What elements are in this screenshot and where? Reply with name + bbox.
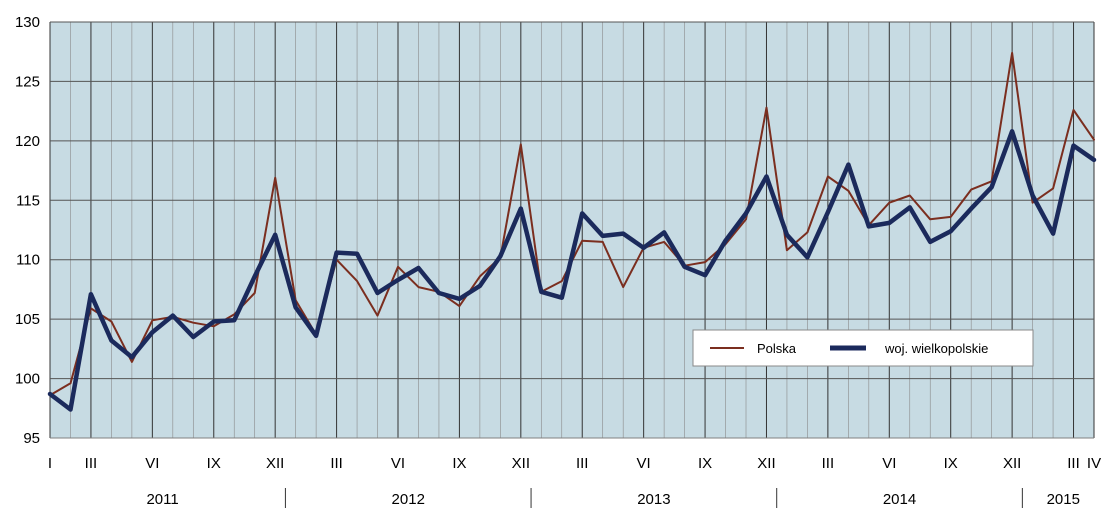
- legend: Polska woj. wielkopolskie: [692, 329, 1034, 367]
- series-lines: [47, 51, 1097, 412]
- y-tick-label: 120: [15, 133, 40, 150]
- grid-lines: [49, 21, 1095, 439]
- y-tick-label: 105: [15, 311, 40, 328]
- x-tick-label: IV: [1087, 455, 1101, 472]
- y-tick-label: 130: [15, 14, 40, 31]
- x-tick-label: XII: [266, 455, 284, 472]
- y-tick-label: 95: [23, 430, 40, 447]
- x-tick-label: XII: [512, 455, 530, 472]
- year-label: 2015: [1047, 491, 1080, 508]
- x-tick-label: III: [85, 455, 98, 472]
- legend-label-polska: Polska: [757, 341, 797, 356]
- x-tick-label: VI: [637, 455, 651, 472]
- x-tick-label: IX: [944, 455, 958, 472]
- x-tick-label: IX: [452, 455, 466, 472]
- x-tick-label: III: [1067, 455, 1080, 472]
- x-tick-label: VI: [391, 455, 405, 472]
- y-tick-label: 125: [15, 73, 40, 90]
- x-tick-label: VI: [882, 455, 896, 472]
- x-tick-label: IX: [698, 455, 712, 472]
- year-label: 2013: [637, 491, 670, 508]
- year-label: 2012: [392, 491, 425, 508]
- x-tick-label: III: [822, 455, 835, 472]
- x-tick-label: VI: [145, 455, 159, 472]
- x-tick-label: XII: [757, 455, 775, 472]
- x-axis-labels: I III VI IX XII III VI IX XII III VI IX XII III VI IX XI…: [48, 455, 1101, 508]
- x-tick-label: III: [330, 455, 343, 472]
- legend-label-wielkopolskie: woj. wielkopolskie: [884, 341, 988, 356]
- y-tick-label: 100: [15, 371, 40, 388]
- x-tick-label: I: [48, 455, 52, 472]
- x-tick-label: XII: [1003, 455, 1021, 472]
- year-label: 2011: [146, 491, 178, 508]
- y-axis-ticks: 95 100 105 110 115 120 125 130: [15, 14, 40, 447]
- y-tick-label: 115: [16, 192, 40, 209]
- x-tick-label: III: [576, 455, 589, 472]
- year-label: 2014: [883, 491, 916, 508]
- y-tick-label: 110: [16, 252, 40, 269]
- series-line-wielkopolskie: [47, 129, 1097, 412]
- plot-area: [50, 22, 1094, 438]
- x-tick-label: IX: [207, 455, 221, 472]
